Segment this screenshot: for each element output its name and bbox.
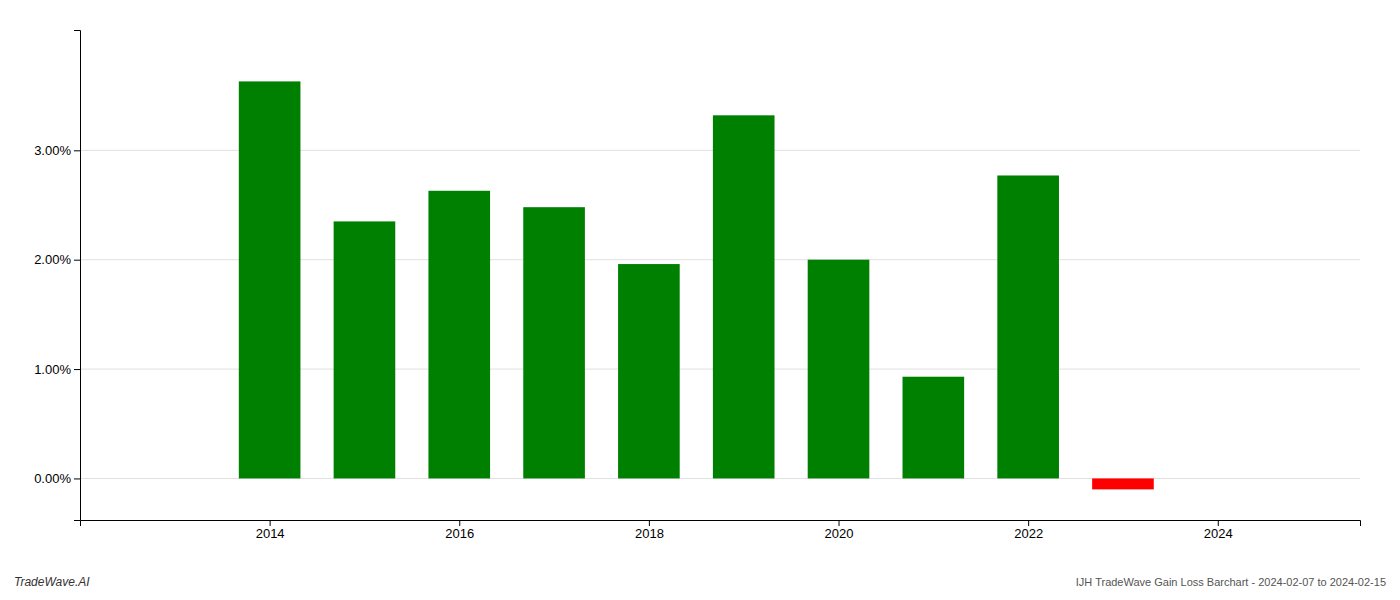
chart: 2014 2016 2018 2020 2022 2024 0.00% 1.00% 2.00% 3… — [0, 0, 1400, 600]
x-tick-label: 2024 — [1204, 526, 1233, 541]
x-axis-line — [81, 521, 1361, 527]
x-tick-label: 2022 — [1014, 526, 1043, 541]
x-tick: 2018 — [635, 520, 664, 541]
annotations: TradeWave.AI IJH TradeWave Gain Loss Barc… — [14, 575, 1386, 589]
x-tick-mark — [459, 520, 460, 526]
y-tick-mark — [74, 260, 80, 261]
y-tick: 3.00% — [34, 143, 80, 158]
bar — [903, 377, 965, 479]
y-tick: 1.00% — [34, 362, 80, 377]
y-tick-label: 3.00% — [34, 143, 71, 158]
x-axis: 2014 2016 2018 2020 2022 2024 — [81, 520, 1361, 541]
bar — [523, 207, 585, 478]
plot: 2014 2016 2018 2020 2022 2024 0.00% 1.00% 2.00% 3… — [34, 31, 1360, 542]
y-tick-label: 0.00% — [34, 471, 71, 486]
x-tick-mark — [649, 520, 650, 526]
bar — [713, 115, 775, 478]
x-tick-label: 2014 — [256, 526, 285, 541]
y-tick-label: 2.00% — [34, 252, 71, 267]
x-tick: 2016 — [445, 520, 474, 541]
bar — [334, 221, 396, 478]
footer-left: TradeWave.AI — [14, 575, 90, 589]
x-tick-mark — [839, 520, 840, 526]
x-tick-label: 2016 — [445, 526, 474, 541]
y-tick-mark — [74, 150, 80, 151]
y-axis-line — [74, 31, 81, 521]
x-tick-mark — [1028, 520, 1029, 526]
x-tick: 2022 — [1014, 520, 1043, 541]
y-tick-label: 1.00% — [34, 362, 71, 377]
bar — [997, 175, 1059, 478]
x-tick-mark — [1218, 520, 1219, 526]
bar — [808, 260, 870, 479]
y-axis: 0.00% 1.00% 2.00% 3.00% — [34, 31, 80, 521]
y-tick: 2.00% — [34, 252, 80, 267]
x-tick: 2024 — [1204, 520, 1233, 541]
y-tick: 0.00% — [34, 471, 80, 486]
x-tick-mark — [270, 520, 271, 526]
x-tick: 2014 — [256, 520, 285, 541]
bar — [428, 191, 490, 479]
x-tick: 2020 — [825, 520, 854, 541]
y-tick-mark — [74, 478, 80, 479]
x-tick-label: 2020 — [825, 526, 854, 541]
bar — [239, 81, 301, 478]
x-tick-label: 2018 — [635, 526, 664, 541]
footer-right: IJH TradeWave Gain Loss Barchart - 2024-… — [1076, 576, 1386, 588]
y-tick-mark — [74, 369, 80, 370]
bar — [618, 264, 680, 478]
bars — [239, 81, 1154, 489]
bar — [1092, 478, 1154, 489]
